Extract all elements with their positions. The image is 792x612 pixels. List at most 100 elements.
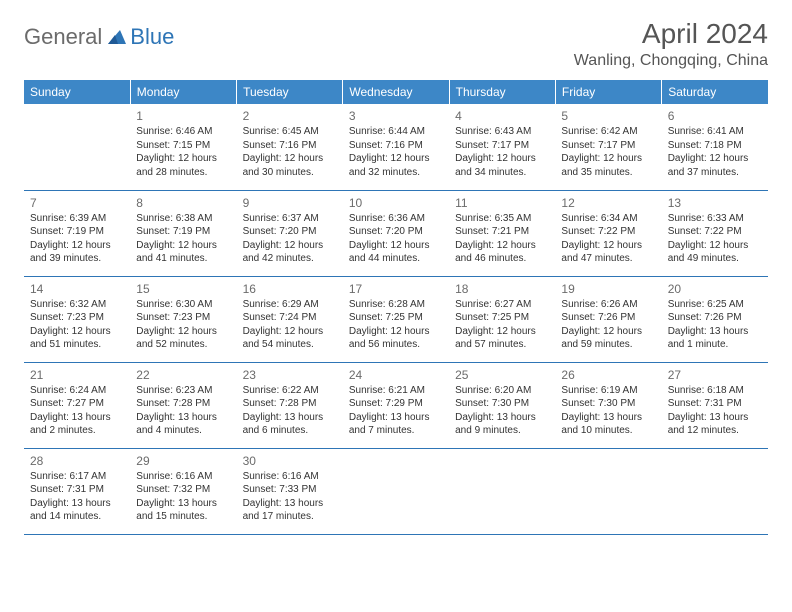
calendar-day-cell: 19Sunrise: 6:26 AMSunset: 7:26 PMDayligh… (555, 276, 661, 362)
month-title: April 2024 (574, 18, 768, 50)
sunset-text: Sunset: 7:33 PM (243, 483, 337, 497)
sunrise-text: Sunrise: 6:34 AM (561, 212, 655, 226)
calendar-day-cell: 21Sunrise: 6:24 AMSunset: 7:27 PMDayligh… (24, 362, 130, 448)
sunrise-text: Sunrise: 6:21 AM (349, 384, 443, 398)
daylight-text: Daylight: 12 hours and 46 minutes. (455, 239, 549, 266)
logo: General Blue (24, 24, 174, 50)
day-number: 26 (561, 367, 655, 383)
calendar-day-cell: 5Sunrise: 6:42 AMSunset: 7:17 PMDaylight… (555, 104, 661, 190)
calendar-day-cell: 29Sunrise: 6:16 AMSunset: 7:32 PMDayligh… (130, 448, 236, 534)
day-info: Sunrise: 6:44 AMSunset: 7:16 PMDaylight:… (349, 125, 443, 179)
day-number: 18 (455, 281, 549, 297)
sunset-text: Sunset: 7:20 PM (349, 225, 443, 239)
daylight-text: Daylight: 12 hours and 41 minutes. (136, 239, 230, 266)
day-number: 11 (455, 195, 549, 211)
calendar-day-cell: 24Sunrise: 6:21 AMSunset: 7:29 PMDayligh… (343, 362, 449, 448)
sunset-text: Sunset: 7:19 PM (136, 225, 230, 239)
sunrise-text: Sunrise: 6:28 AM (349, 298, 443, 312)
calendar-day-cell: 8Sunrise: 6:38 AMSunset: 7:19 PMDaylight… (130, 190, 236, 276)
calendar-day-cell: 25Sunrise: 6:20 AMSunset: 7:30 PMDayligh… (449, 362, 555, 448)
sunset-text: Sunset: 7:21 PM (455, 225, 549, 239)
sunrise-text: Sunrise: 6:44 AM (349, 125, 443, 139)
day-info: Sunrise: 6:33 AMSunset: 7:22 PMDaylight:… (668, 212, 762, 266)
calendar-head: SundayMondayTuesdayWednesdayThursdayFrid… (24, 80, 768, 104)
day-info: Sunrise: 6:18 AMSunset: 7:31 PMDaylight:… (668, 384, 762, 438)
sunrise-text: Sunrise: 6:20 AM (455, 384, 549, 398)
day-info: Sunrise: 6:32 AMSunset: 7:23 PMDaylight:… (30, 298, 124, 352)
day-number: 7 (30, 195, 124, 211)
sunrise-text: Sunrise: 6:16 AM (243, 470, 337, 484)
day-info: Sunrise: 6:29 AMSunset: 7:24 PMDaylight:… (243, 298, 337, 352)
calendar-day-cell: 1Sunrise: 6:46 AMSunset: 7:15 PMDaylight… (130, 104, 236, 190)
weekday-header: Monday (130, 80, 236, 104)
day-number: 17 (349, 281, 443, 297)
day-number: 3 (349, 108, 443, 124)
logo-text-blue: Blue (130, 24, 174, 50)
sunrise-text: Sunrise: 6:45 AM (243, 125, 337, 139)
day-info: Sunrise: 6:28 AMSunset: 7:25 PMDaylight:… (349, 298, 443, 352)
daylight-text: Daylight: 12 hours and 54 minutes. (243, 325, 337, 352)
day-number: 15 (136, 281, 230, 297)
daylight-text: Daylight: 13 hours and 17 minutes. (243, 497, 337, 524)
calendar-week-row: 14Sunrise: 6:32 AMSunset: 7:23 PMDayligh… (24, 276, 768, 362)
logo-sail-icon (106, 28, 128, 46)
calendar-week-row: 28Sunrise: 6:17 AMSunset: 7:31 PMDayligh… (24, 448, 768, 534)
daylight-text: Daylight: 12 hours and 30 minutes. (243, 152, 337, 179)
day-info: Sunrise: 6:16 AMSunset: 7:33 PMDaylight:… (243, 470, 337, 524)
calendar-day-cell: 3Sunrise: 6:44 AMSunset: 7:16 PMDaylight… (343, 104, 449, 190)
calendar-day-cell (662, 448, 768, 534)
day-number: 4 (455, 108, 549, 124)
daylight-text: Daylight: 12 hours and 57 minutes. (455, 325, 549, 352)
day-info: Sunrise: 6:41 AMSunset: 7:18 PMDaylight:… (668, 125, 762, 179)
day-info: Sunrise: 6:16 AMSunset: 7:32 PMDaylight:… (136, 470, 230, 524)
sunrise-text: Sunrise: 6:22 AM (243, 384, 337, 398)
sunrise-text: Sunrise: 6:16 AM (136, 470, 230, 484)
calendar-day-cell: 28Sunrise: 6:17 AMSunset: 7:31 PMDayligh… (24, 448, 130, 534)
daylight-text: Daylight: 12 hours and 51 minutes. (30, 325, 124, 352)
daylight-text: Daylight: 12 hours and 28 minutes. (136, 152, 230, 179)
sunrise-text: Sunrise: 6:36 AM (349, 212, 443, 226)
sunrise-text: Sunrise: 6:35 AM (455, 212, 549, 226)
sunset-text: Sunset: 7:22 PM (668, 225, 762, 239)
sunrise-text: Sunrise: 6:38 AM (136, 212, 230, 226)
weekday-header: Wednesday (343, 80, 449, 104)
day-number: 22 (136, 367, 230, 383)
page-header: General Blue April 2024 Wanling, Chongqi… (24, 18, 768, 70)
day-info: Sunrise: 6:25 AMSunset: 7:26 PMDaylight:… (668, 298, 762, 352)
calendar-day-cell: 9Sunrise: 6:37 AMSunset: 7:20 PMDaylight… (237, 190, 343, 276)
title-block: April 2024 Wanling, Chongqing, China (574, 18, 768, 70)
calendar-day-cell: 27Sunrise: 6:18 AMSunset: 7:31 PMDayligh… (662, 362, 768, 448)
day-info: Sunrise: 6:19 AMSunset: 7:30 PMDaylight:… (561, 384, 655, 438)
day-info: Sunrise: 6:23 AMSunset: 7:28 PMDaylight:… (136, 384, 230, 438)
daylight-text: Daylight: 13 hours and 6 minutes. (243, 411, 337, 438)
day-info: Sunrise: 6:42 AMSunset: 7:17 PMDaylight:… (561, 125, 655, 179)
day-number: 25 (455, 367, 549, 383)
sunrise-text: Sunrise: 6:41 AM (668, 125, 762, 139)
sunset-text: Sunset: 7:16 PM (349, 139, 443, 153)
day-info: Sunrise: 6:38 AMSunset: 7:19 PMDaylight:… (136, 212, 230, 266)
weekday-header: Sunday (24, 80, 130, 104)
sunset-text: Sunset: 7:24 PM (243, 311, 337, 325)
sunset-text: Sunset: 7:30 PM (561, 397, 655, 411)
calendar-day-cell: 20Sunrise: 6:25 AMSunset: 7:26 PMDayligh… (662, 276, 768, 362)
day-number: 20 (668, 281, 762, 297)
day-number: 24 (349, 367, 443, 383)
day-number: 21 (30, 367, 124, 383)
day-number: 13 (668, 195, 762, 211)
day-number: 6 (668, 108, 762, 124)
day-number: 5 (561, 108, 655, 124)
daylight-text: Daylight: 13 hours and 12 minutes. (668, 411, 762, 438)
sunset-text: Sunset: 7:30 PM (455, 397, 549, 411)
calendar-day-cell: 6Sunrise: 6:41 AMSunset: 7:18 PMDaylight… (662, 104, 768, 190)
daylight-text: Daylight: 12 hours and 56 minutes. (349, 325, 443, 352)
day-number: 27 (668, 367, 762, 383)
day-number: 14 (30, 281, 124, 297)
daylight-text: Daylight: 12 hours and 39 minutes. (30, 239, 124, 266)
day-info: Sunrise: 6:39 AMSunset: 7:19 PMDaylight:… (30, 212, 124, 266)
sunrise-text: Sunrise: 6:46 AM (136, 125, 230, 139)
calendar-day-cell: 15Sunrise: 6:30 AMSunset: 7:23 PMDayligh… (130, 276, 236, 362)
calendar-day-cell: 14Sunrise: 6:32 AMSunset: 7:23 PMDayligh… (24, 276, 130, 362)
sunrise-text: Sunrise: 6:27 AM (455, 298, 549, 312)
sunset-text: Sunset: 7:26 PM (668, 311, 762, 325)
sunset-text: Sunset: 7:15 PM (136, 139, 230, 153)
